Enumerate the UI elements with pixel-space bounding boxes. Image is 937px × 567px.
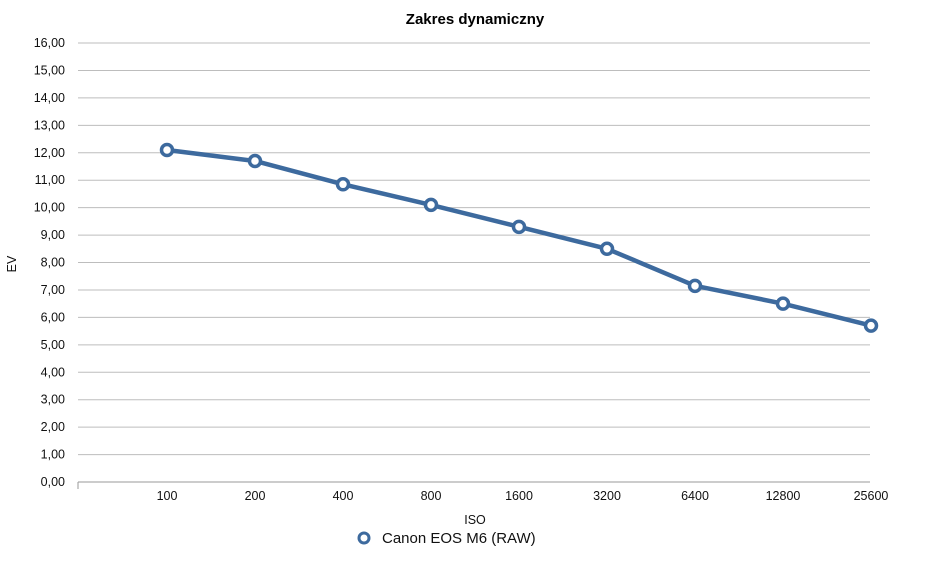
x-tick-label: 1600: [505, 489, 533, 503]
data-point: [423, 197, 439, 213]
x-tick-label: 6400: [681, 489, 709, 503]
data-point: [159, 142, 175, 158]
y-tick-label: 11,00: [35, 173, 65, 187]
x-tick-label: 100: [157, 489, 178, 503]
data-point: [247, 153, 263, 169]
x-tick-label: 3200: [593, 489, 621, 503]
y-axis-ticks: 0,00 1,00 2,00 3,00 4,00 5,00 6,00 7,00 8,00 9,00…: [34, 36, 65, 489]
y-tick-label: 5,00: [41, 338, 65, 352]
data-point: [599, 241, 615, 257]
data-point: [863, 318, 879, 333]
y-tick-label: 2,00: [41, 420, 65, 434]
data-point: [335, 177, 351, 192]
legend-label: Canon EOS M6 (RAW): [382, 530, 536, 547]
legend-marker: [357, 531, 371, 545]
x-tick-label: 200: [245, 489, 266, 503]
y-tick-label: 13,00: [34, 118, 65, 132]
x-tick-label: 25600: [854, 489, 889, 503]
data-point: [687, 278, 703, 294]
series-line: [164, 147, 874, 328]
x-tick-label: 800: [421, 489, 442, 503]
x-tick-label: 12800: [766, 489, 801, 503]
data-point: [511, 219, 527, 235]
y-tick-label: 1,00: [41, 448, 65, 462]
y-tick-label: 3,00: [41, 393, 65, 407]
x-axis-ticks: 100 200 400 800 1600 3200 6400 12800 25600: [157, 489, 889, 503]
series-group: [159, 142, 879, 333]
y-tick-label: 15,00: [34, 63, 65, 77]
x-axis-label: ISO: [464, 513, 486, 527]
y-tick-label: 14,00: [34, 91, 65, 105]
y-tick-label: 6,00: [41, 310, 65, 324]
y-axis-label: EV: [5, 255, 19, 272]
y-tick-label: 9,00: [41, 228, 65, 242]
y-tick-label: 7,00: [41, 283, 65, 297]
y-tick-label: 12,00: [34, 146, 65, 160]
x-tick-label: 400: [333, 489, 354, 503]
y-tick-label: 16,00: [34, 36, 65, 50]
legend: Canon EOS M6 (RAW): [357, 530, 536, 547]
gridlines: [77, 42, 870, 489]
chart-title: Zakres dynamiczny: [406, 11, 545, 28]
y-tick-label: 4,00: [41, 365, 65, 379]
data-point: [775, 296, 791, 311]
y-tick-label: 10,00: [34, 201, 65, 215]
y-tick-label: 8,00: [41, 256, 65, 270]
y-tick-label: 0,00: [41, 475, 65, 489]
